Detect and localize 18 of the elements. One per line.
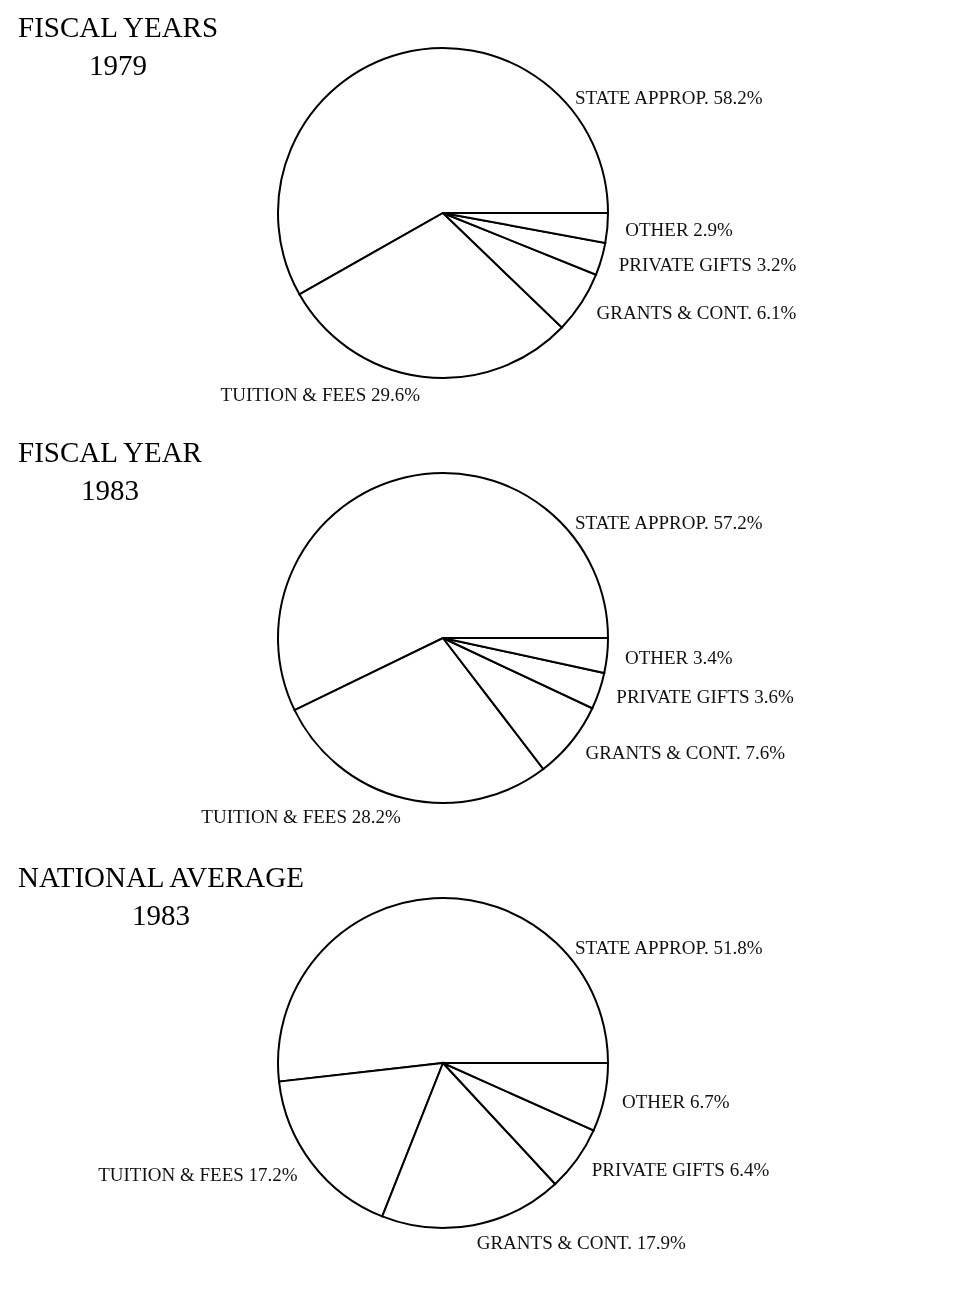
slice-label: GRANTS & CONT. 17.9% <box>476 1232 687 1254</box>
chart-title: FISCAL YEAR 1983 <box>18 435 202 508</box>
slice-label: PRIVATE GIFTS 3.2% <box>618 253 797 275</box>
chart-title: NATIONAL AVERAGE 1983 <box>18 860 304 933</box>
slice-label: STATE APPROP. 58.2% <box>575 87 763 108</box>
slice-label: OTHER 6.7% <box>621 1090 730 1112</box>
slice-label: STATE APPROP. 57.2% <box>575 512 763 533</box>
chart-title: FISCAL YEARS 1979 <box>18 10 219 83</box>
slice-label: OTHER 2.9% <box>625 219 734 241</box>
slice-label: TUITION & FEES 17.2% <box>98 1163 298 1185</box>
slice-label: OTHER 3.4% <box>624 647 733 669</box>
slice-label: GRANTS & CONT. 7.6% <box>585 742 786 764</box>
slice-label: TUITION & FEES 29.6% <box>220 384 421 406</box>
slice-label: PRIVATE GIFTS 3.6% <box>616 686 795 708</box>
slice-label: PRIVATE GIFTS 6.4% <box>591 1159 770 1181</box>
slice-label: GRANTS & CONT. 6.1% <box>596 302 797 324</box>
slice-label: STATE APPROP. 51.8% <box>575 937 763 958</box>
slice-label: TUITION & FEES 28.2% <box>201 805 402 827</box>
